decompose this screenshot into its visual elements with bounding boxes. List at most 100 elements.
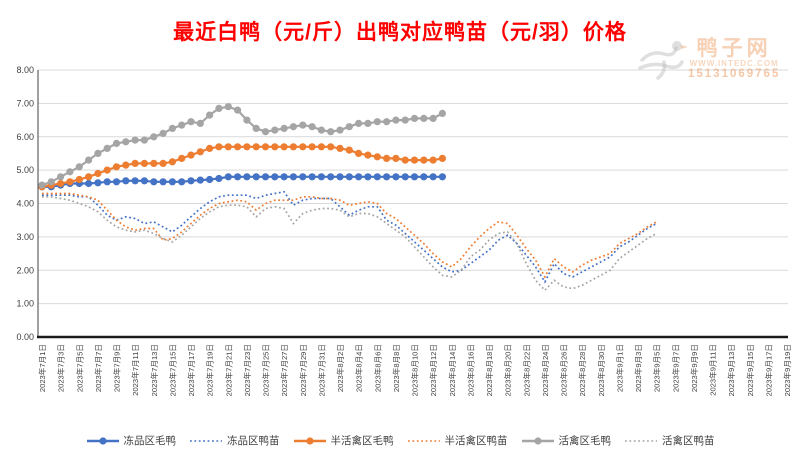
series-5-dotted-line — [42, 195, 658, 292]
data-point-marker — [410, 173, 419, 181]
x-tick-label: 2023年7月17日 — [186, 344, 196, 396]
data-point-marker — [206, 111, 214, 119]
data-point-marker — [299, 143, 307, 151]
legend-swatch — [407, 439, 440, 442]
series-path — [42, 175, 443, 188]
legend-swatch — [521, 436, 554, 445]
x-tick-label: 2023年7月1日 — [37, 344, 47, 392]
x-tick-label: 2023年8月16日 — [465, 344, 475, 396]
x-tick-label: 2023年9月7日 — [670, 344, 680, 392]
data-point-marker — [271, 173, 279, 181]
x-tick-label: 2023年8月22日 — [521, 344, 531, 396]
x-tick-label: 2023年9月5日 — [652, 344, 662, 392]
data-point-marker — [224, 173, 232, 181]
x-tick-label: 2023年7月25日 — [261, 344, 271, 396]
legend-label: 冻品区毛鸭 — [123, 435, 177, 447]
chart-title: 最近白鸭（元/斤）出鸭对应鸭苗（元/羽）价格 — [173, 21, 627, 44]
data-point-marker — [112, 178, 121, 186]
y-tick-label: 6.00 — [16, 132, 34, 142]
data-point-marker — [196, 176, 204, 184]
data-point-marker — [364, 119, 372, 127]
y-tick-label: 8.00 — [16, 65, 34, 75]
x-tick-label: 2023年7月31日 — [316, 344, 326, 396]
data-point-marker — [401, 156, 409, 164]
data-point-marker — [308, 173, 316, 181]
data-point-marker — [345, 173, 353, 181]
x-tick-label: 2023年7月11日 — [130, 344, 140, 396]
data-point-marker — [75, 163, 83, 171]
data-point-marker — [187, 151, 195, 159]
data-point-marker — [243, 173, 251, 181]
data-point-marker — [317, 126, 325, 134]
data-point-marker — [373, 173, 381, 181]
data-point-marker — [168, 178, 176, 186]
x-tick-label: 2023年9月15日 — [745, 344, 755, 396]
legend-swatch — [625, 439, 657, 442]
data-point-marker — [122, 161, 130, 169]
data-point-marker — [103, 166, 111, 174]
data-point-marker — [401, 173, 409, 181]
data-point-marker — [66, 178, 74, 186]
x-tick-label: 2023年9月19日 — [782, 344, 792, 396]
data-point-marker — [317, 143, 325, 151]
data-point-marker — [85, 156, 93, 164]
data-point-marker — [206, 175, 214, 184]
data-point-marker — [401, 116, 409, 124]
data-point-marker — [159, 129, 167, 137]
data-point-marker — [438, 109, 446, 117]
data-point-marker — [178, 154, 186, 162]
data-point-marker — [299, 121, 307, 129]
x-tick-label: 2023年7月29日 — [298, 344, 308, 396]
data-point-marker — [392, 173, 400, 181]
data-point-marker — [345, 123, 353, 131]
x-tick-label: 2023年7月23日 — [242, 344, 252, 396]
data-point-marker — [336, 144, 344, 152]
data-point-marker — [420, 114, 428, 122]
y-tick-label: 3.00 — [16, 232, 34, 242]
x-tick-labels: 2023年7月1日 2023年7月3日 2023年7月5日 2023年7月7日 2023… — [37, 344, 792, 396]
x-tick-label: 2023年9月13日 — [726, 344, 736, 396]
data-point-marker — [85, 173, 93, 181]
data-point-marker — [280, 173, 288, 181]
x-tick-label: 2023年9月9日 — [689, 344, 699, 392]
data-point-marker — [131, 136, 139, 144]
data-point-marker — [150, 133, 158, 141]
x-tick-label: 2023年8月28日 — [577, 344, 587, 396]
data-point-marker — [317, 173, 325, 181]
data-point-marker — [215, 104, 223, 112]
data-point-marker — [364, 173, 372, 181]
data-point-marker — [178, 178, 186, 186]
data-point-marker — [336, 126, 344, 134]
data-point-marker — [122, 177, 130, 185]
data-point-marker — [234, 106, 242, 114]
legend-item-0: 冻品区毛鸭 — [86, 433, 177, 448]
x-tick-label: 2023年8月4日 — [354, 344, 364, 392]
data-point-marker — [224, 103, 232, 111]
x-tick-label: 2023年8月14日 — [447, 344, 457, 396]
legend-item-4: 活禽区毛鸭 — [521, 433, 612, 448]
legend-label: 活禽区毛鸭 — [558, 435, 612, 447]
legend-swatch — [293, 436, 326, 445]
x-tick-label: 2023年7月27日 — [279, 344, 289, 396]
x-tick-label: 2023年7月5日 — [74, 344, 84, 392]
legend: 冻品区毛鸭 冻品区鸭苗 半活禽区毛鸭 半活禽区鸭苗 活禽区毛鸭 活禽区鸭苗 — [0, 433, 800, 448]
data-point-marker — [187, 177, 195, 185]
data-point-marker — [373, 118, 381, 126]
legend-item-2: 半活禽区毛鸭 — [293, 433, 394, 448]
data-point-marker — [112, 139, 121, 147]
series-path — [42, 190, 658, 284]
data-point-marker — [66, 168, 74, 176]
data-point-marker — [94, 179, 102, 187]
x-tick-label: 2023年7月19日 — [205, 344, 215, 396]
series-1-dotted-line — [42, 190, 658, 284]
data-point-marker — [261, 143, 270, 151]
data-point-marker — [224, 143, 232, 151]
x-tick-label: 2023年8月30日 — [596, 344, 606, 396]
data-point-marker — [308, 143, 316, 151]
x-tick-label: 2023年8月24日 — [540, 344, 550, 396]
data-point-marker — [140, 136, 148, 144]
data-point-marker — [103, 144, 111, 152]
data-point-marker — [168, 124, 176, 132]
